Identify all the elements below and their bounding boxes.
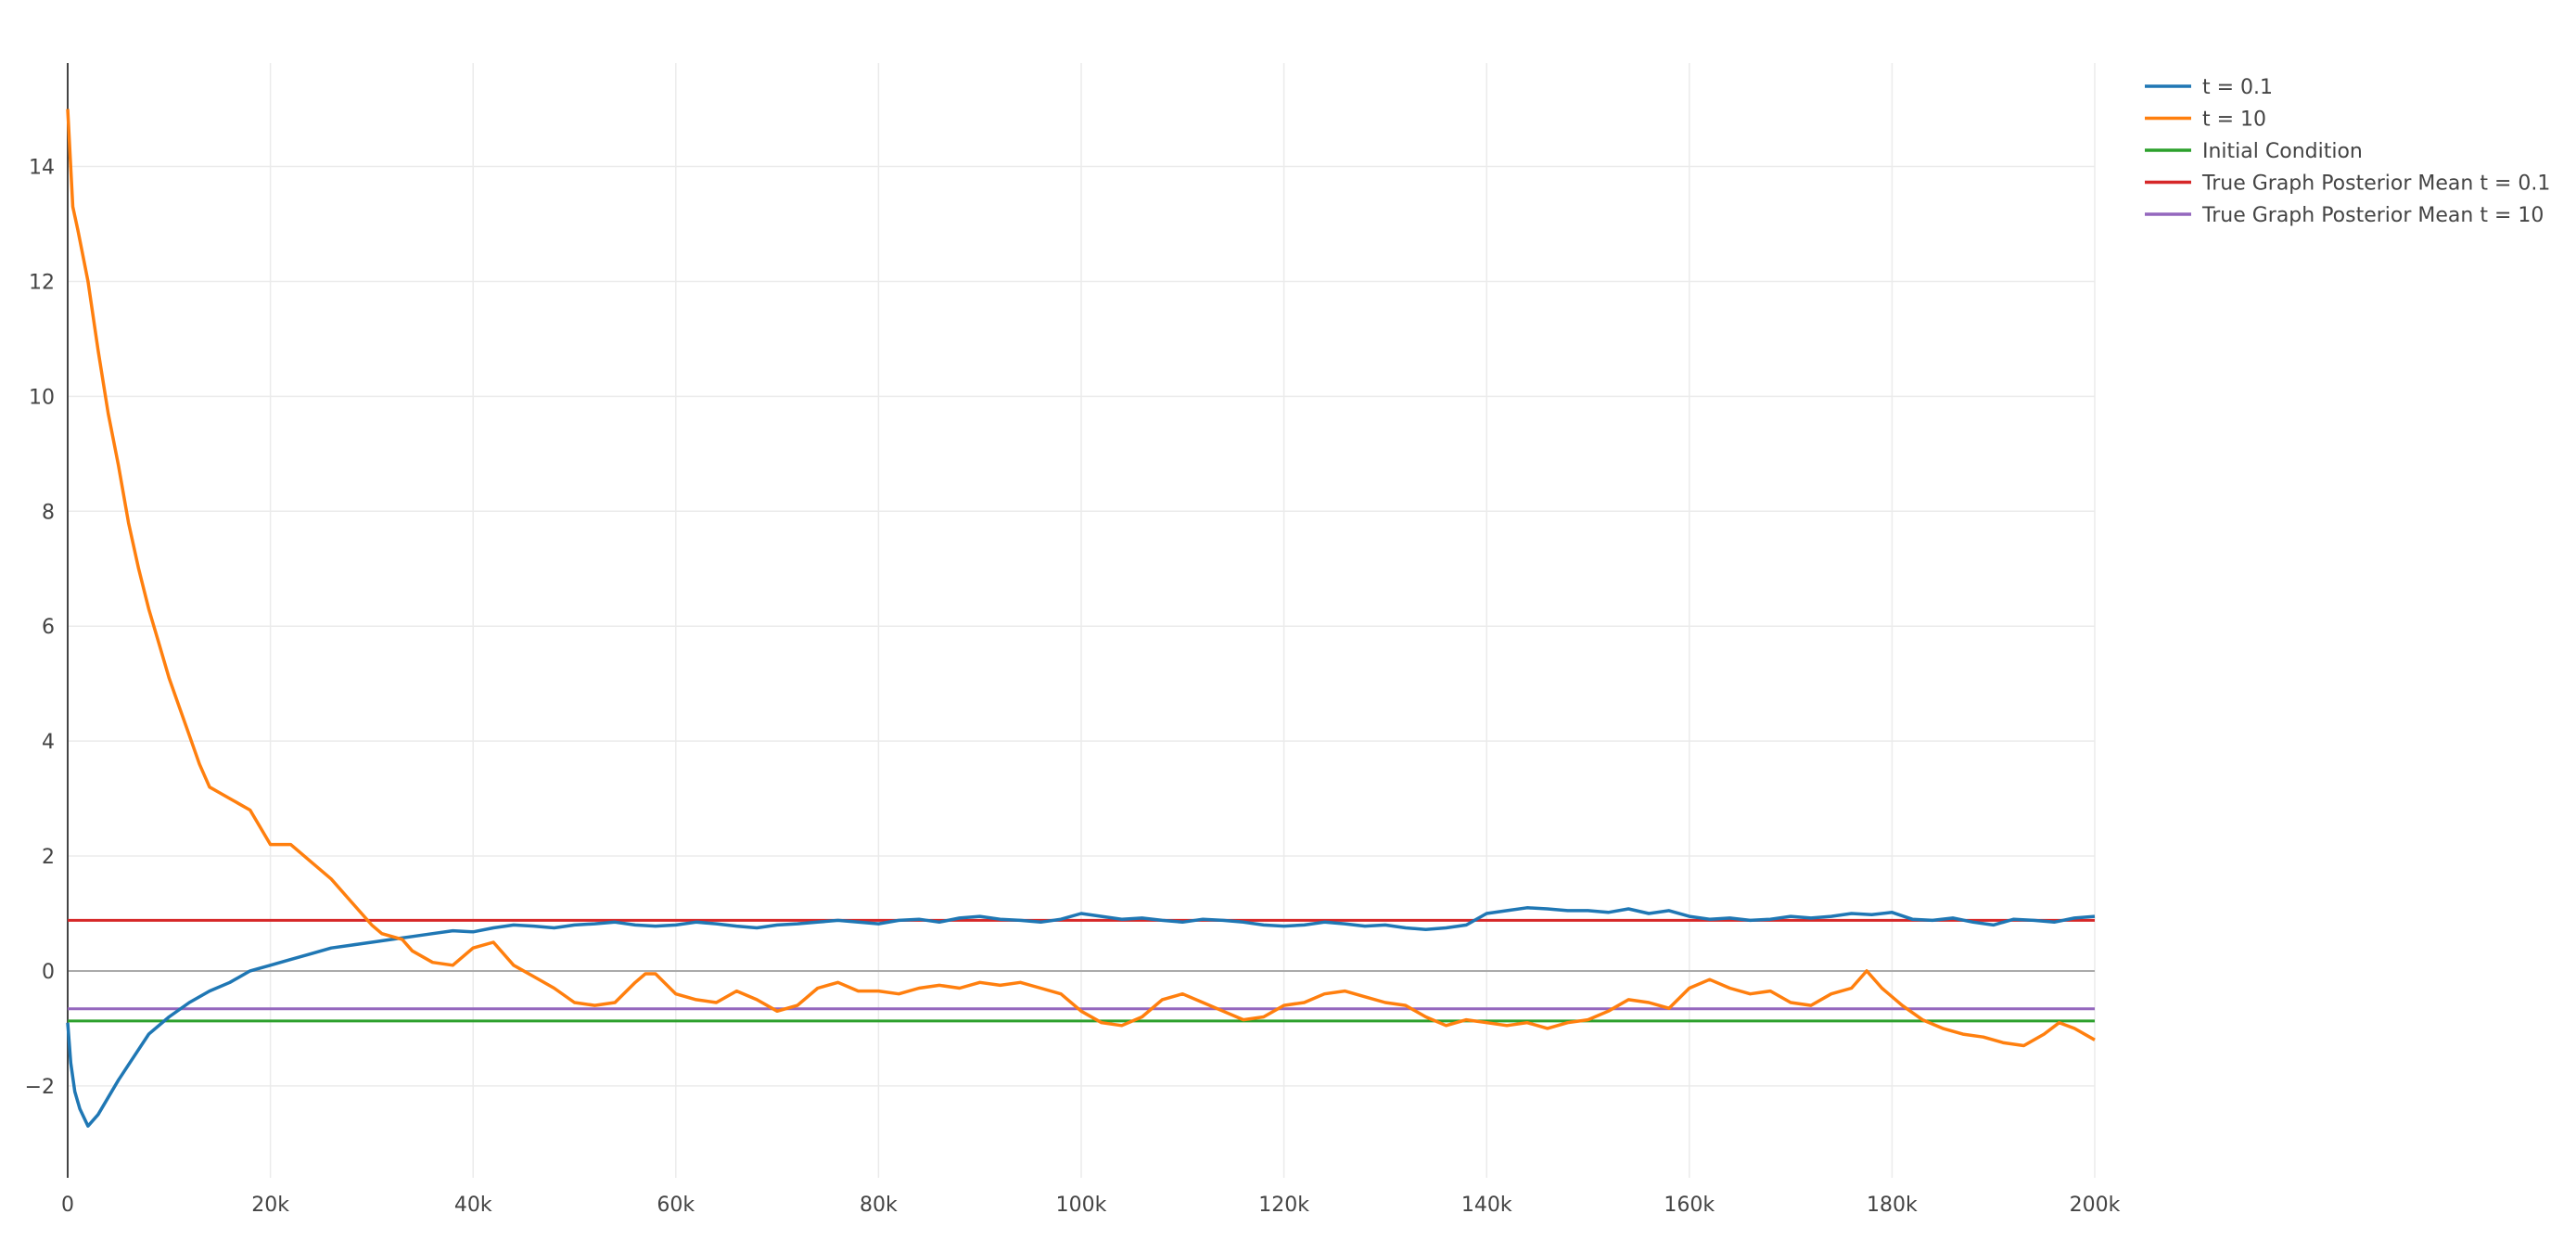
x-tick-label: 140k [1461, 1194, 1512, 1217]
x-tick-label: 80k [860, 1194, 898, 1217]
x-tick-label: 120k [1258, 1194, 1309, 1217]
legend-label: t = 10 [2202, 109, 2266, 132]
y-tick-label: −2 [25, 1076, 55, 1099]
x-tick-label: 60k [657, 1194, 695, 1217]
y-tick-label: 14 [29, 157, 55, 180]
legend-item[interactable]: t = 10 [2145, 109, 2266, 132]
grid-lines [68, 63, 2096, 1178]
x-tick-label: 40k [454, 1194, 492, 1217]
legend-item[interactable]: True Graph Posterior Mean t = 0.1 [2145, 172, 2550, 196]
legend-item[interactable]: Initial Condition [2145, 140, 2363, 163]
x-tick-label: 180k [1867, 1194, 1918, 1217]
y-tick-labels: −2 0 2 4 6 8 10 12 14 [25, 157, 55, 1099]
y-tick-label: 12 [29, 271, 55, 294]
legend-label: t = 0.1 [2202, 76, 2273, 99]
x-tick-label: 160k [1664, 1194, 1715, 1217]
x-tick-label: 100k [1056, 1194, 1107, 1217]
y-tick-label: 8 [42, 501, 55, 524]
y-tick-label: 6 [42, 616, 55, 639]
legend[interactable]: t = 0.1 t = 10 Initial Condition True Graph… [2145, 76, 2550, 227]
x-tick-label: 0 [61, 1194, 74, 1217]
y-tick-label: 0 [42, 961, 55, 984]
y-tick-label: 4 [42, 731, 55, 754]
legend-label: True Graph Posterior Mean t = 0.1 [2201, 172, 2550, 196]
x-tick-labels: 0 20k 40k 60k 80k 100k 120k 140k 160k 180k 200k [61, 1194, 2121, 1217]
series-layer [66, 109, 2096, 1128]
legend-item[interactable]: True Graph Posterior Mean t = 10 [2145, 204, 2544, 227]
legend-item[interactable]: t = 0.1 [2145, 76, 2273, 99]
legend-label: Initial Condition [2202, 140, 2363, 163]
series-line-t-10 [66, 109, 2096, 1048]
series-line-t-0-1 [66, 906, 2096, 1128]
y-tick-label: 2 [42, 846, 55, 869]
x-tick-label: 20k [251, 1194, 289, 1217]
y-tick-label: 10 [29, 386, 55, 409]
legend-label: True Graph Posterior Mean t = 10 [2201, 204, 2544, 227]
x-tick-label: 200k [2070, 1194, 2121, 1217]
